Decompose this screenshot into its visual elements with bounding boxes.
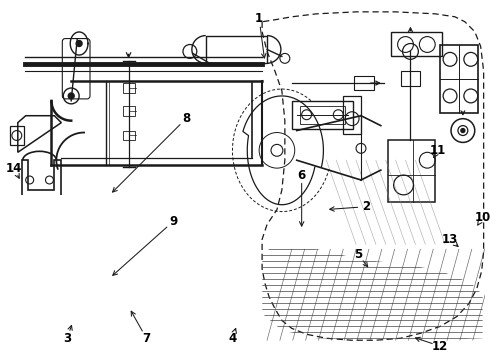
- Circle shape: [271, 144, 283, 156]
- Text: 1: 1: [255, 12, 263, 25]
- Bar: [400, 71, 420, 86]
- Text: 10: 10: [474, 211, 490, 224]
- Bar: [122, 106, 135, 116]
- Text: 7: 7: [142, 332, 150, 345]
- Text: 11: 11: [430, 144, 446, 157]
- Text: 3: 3: [63, 332, 72, 345]
- Circle shape: [76, 41, 82, 46]
- Text: 6: 6: [297, 168, 306, 181]
- Circle shape: [461, 129, 465, 132]
- Bar: [388, 140, 435, 202]
- Bar: [354, 76, 374, 90]
- Circle shape: [68, 93, 74, 99]
- Text: 2: 2: [362, 200, 370, 213]
- Text: 4: 4: [228, 332, 237, 345]
- Bar: [206, 36, 267, 63]
- Bar: [440, 45, 478, 113]
- Bar: [292, 101, 353, 129]
- Bar: [391, 32, 442, 57]
- Text: 14: 14: [6, 162, 22, 175]
- Bar: [300, 106, 345, 123]
- Text: 12: 12: [432, 340, 448, 353]
- Bar: [10, 126, 24, 145]
- Bar: [122, 83, 135, 93]
- Text: 13: 13: [442, 233, 458, 246]
- Circle shape: [458, 126, 468, 135]
- Text: 8: 8: [182, 112, 190, 125]
- Text: 5: 5: [354, 248, 362, 261]
- Text: 9: 9: [169, 215, 177, 228]
- Bar: [343, 96, 361, 134]
- Bar: [122, 131, 135, 140]
